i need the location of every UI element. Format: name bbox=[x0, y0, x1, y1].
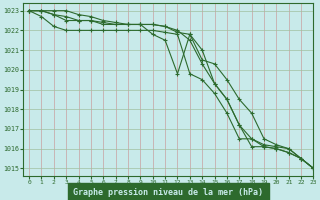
X-axis label: Graphe pression niveau de la mer (hPa): Graphe pression niveau de la mer (hPa) bbox=[73, 188, 263, 197]
